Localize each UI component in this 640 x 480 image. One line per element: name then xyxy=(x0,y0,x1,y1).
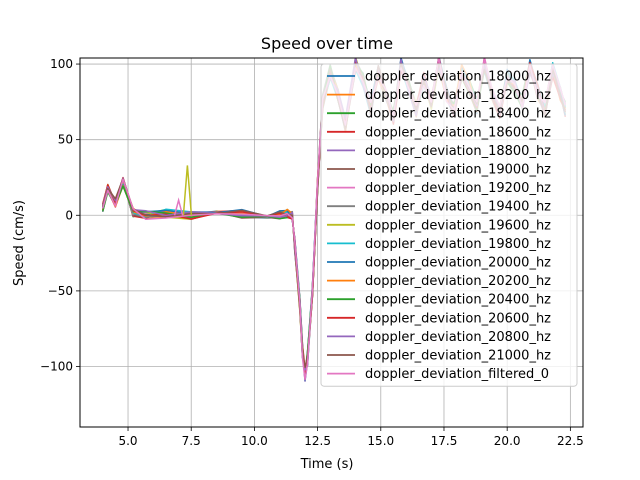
y-axis-ticks: −100 −50 0 50 100 xyxy=(40,57,80,374)
legend: doppler_deviation_18000_hz doppler_deviat… xyxy=(320,63,578,387)
legend-label: doppler_deviation_20800_hz xyxy=(365,330,551,345)
legend-label: doppler_deviation_18400_hz xyxy=(365,107,551,122)
x-tick-label: 5.0 xyxy=(118,434,137,448)
x-tick-label: 22.5 xyxy=(557,434,584,448)
chart-title: Speed over time xyxy=(261,34,393,53)
legend-label: doppler_deviation_filtered_0 xyxy=(365,367,549,382)
legend-label: doppler_deviation_18200_hz xyxy=(365,88,551,103)
legend-label: doppler_deviation_20600_hz xyxy=(365,311,551,326)
legend-label: doppler_deviation_21000_hz xyxy=(365,349,551,364)
legend-label: doppler_deviation_19800_hz xyxy=(365,237,551,252)
x-tick-label: 7.5 xyxy=(182,434,201,448)
y-tick-label: 0 xyxy=(65,208,73,222)
y-tick-label: 50 xyxy=(58,133,73,147)
x-tick-label: 17.5 xyxy=(431,434,458,448)
legend-label: doppler_deviation_19600_hz xyxy=(365,218,551,233)
x-axis-label: Time (s) xyxy=(300,457,354,472)
plot-frame xyxy=(79,57,584,428)
x-tick-label: 10.0 xyxy=(241,434,268,448)
legend-label: doppler_deviation_18800_hz xyxy=(365,144,551,159)
x-tick-label: 15.0 xyxy=(367,434,394,448)
legend-label: doppler_deviation_18600_hz xyxy=(365,125,551,140)
legend-label: doppler_deviation_18000_hz xyxy=(365,70,551,85)
legend-label: doppler_deviation_20400_hz xyxy=(365,293,551,308)
y-tick-label: −100 xyxy=(40,360,73,374)
legend-label: doppler_deviation_19200_hz xyxy=(365,181,551,196)
legend-label: doppler_deviation_20200_hz xyxy=(365,274,551,289)
x-axis-ticks: 5.0 7.5 10.0 12.5 15.0 17.5 20.0 22.5 xyxy=(118,427,584,448)
y-tick-label: −50 xyxy=(48,284,73,298)
y-tick-label: 100 xyxy=(50,57,73,71)
legend-label: doppler_deviation_20000_hz xyxy=(365,256,551,271)
x-tick-label: 20.0 xyxy=(494,434,521,448)
legend-box xyxy=(320,63,578,387)
series-spike xyxy=(173,197,184,216)
legend-label: doppler_deviation_19400_hz xyxy=(365,200,551,215)
y-axis-label: Speed (cm/s) xyxy=(12,200,27,286)
series-spike xyxy=(182,165,193,216)
x-tick-label: 12.5 xyxy=(304,434,331,448)
legend-label: doppler_deviation_19000_hz xyxy=(365,163,551,178)
